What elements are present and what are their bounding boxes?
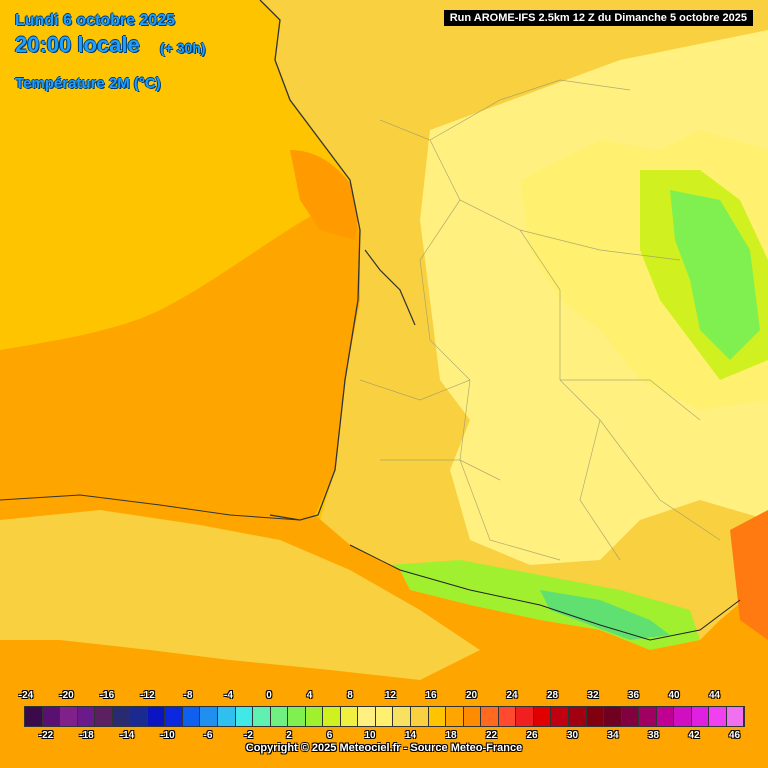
legend-swatch: [533, 707, 552, 726]
legend-swatch: [95, 707, 113, 726]
legend-swatch: [25, 707, 43, 726]
legend-tick-label: 38: [647, 730, 660, 741]
legend-tick-label: 28: [546, 690, 559, 701]
legend-swatch: [604, 707, 622, 726]
legend-tick-label: -20: [59, 690, 74, 701]
forecast-offset: (+ 30h): [160, 40, 206, 56]
legend-tick-label: -4: [224, 690, 233, 701]
legend-swatch: [358, 707, 376, 726]
legend-tick-label: -10: [160, 730, 175, 741]
legend-swatch: [305, 707, 324, 726]
legend-tick-label: 32: [587, 690, 599, 701]
legend-tick-label: 14: [404, 730, 417, 741]
spain-north-coastline: [0, 494, 301, 521]
spain-hot-southeast: [730, 510, 768, 640]
spain-mixed-zone: [0, 510, 480, 680]
legend-swatch: [463, 707, 482, 726]
legend-swatch: [709, 707, 727, 726]
legend-swatch: [270, 707, 289, 726]
legend-tick-label: 6: [326, 730, 333, 741]
forecast-time: 20:00 locale: [15, 32, 140, 57]
legend-swatch: [323, 707, 341, 726]
pyrenees-cold-peaks: [540, 590, 670, 640]
legend-tick-label: 20: [465, 690, 478, 701]
legend-tick-label: 34: [607, 730, 619, 741]
legend-swatch: [446, 707, 464, 726]
france-spain-border: [349, 544, 741, 641]
legend-swatch: [393, 707, 412, 726]
legend-tick-label: 18: [445, 730, 457, 741]
legend-tick-label: 10: [364, 730, 376, 741]
parameter-label: Température 2M (°C): [15, 75, 161, 92]
legend-tick-label: 2: [286, 730, 292, 741]
legend-tick-label: 8: [347, 690, 353, 701]
legend-swatch: [253, 707, 271, 726]
legend-tick-label: -16: [99, 690, 115, 701]
legend-tick-label: 44: [708, 690, 721, 701]
legend-tick-label: -18: [79, 730, 94, 741]
legend-tick-label: -2: [244, 730, 253, 741]
legend-swatch: [60, 707, 78, 726]
legend-swatch: [288, 707, 306, 726]
copyright-notice: Copyright © 2025 Meteociel.fr - Source M…: [245, 742, 523, 754]
gironde-estuary: [364, 249, 416, 326]
legend-swatch: [674, 707, 692, 726]
legend-swatch: [112, 707, 131, 726]
legend-tick-label: 26: [526, 730, 538, 741]
legend-swatch: [639, 707, 657, 726]
legend-tick-label: -14: [119, 730, 135, 741]
legend-tick-label: 30: [566, 730, 579, 741]
legend-swatch: [411, 707, 429, 726]
legend-swatch: [165, 707, 183, 726]
legend-swatch: [568, 707, 587, 726]
run-banner: Run AROME-IFS 2.5km 12 Z du Dimanche 5 o…: [443, 10, 753, 26]
legend-swatch: [656, 707, 675, 726]
legend-swatch: [516, 707, 534, 726]
ocean-warm-zone-north: [290, 150, 360, 240]
legend-swatch: [498, 707, 517, 726]
legend-swatch: [77, 707, 96, 726]
legend-colorbar: [24, 706, 746, 727]
legend-swatch: [130, 707, 148, 726]
legend-tick-label: 42: [688, 730, 700, 741]
legend-swatch: [375, 707, 394, 726]
legend-swatch: [340, 707, 359, 726]
legend-swatch: [691, 707, 710, 726]
legend-swatch: [551, 707, 569, 726]
legend-swatch: [182, 707, 201, 726]
legend-tick-label: -8: [183, 690, 193, 701]
legend-swatch: [726, 707, 745, 726]
ocean-warm-zone: [0, 200, 360, 520]
forecast-date: Lundi 6 octobre 2025: [15, 12, 176, 29]
legend-tick-label: 22: [485, 730, 498, 741]
atlantic-coastline: [259, 0, 361, 521]
legend-swatch: [200, 707, 219, 726]
legend-swatch: [586, 707, 605, 726]
legend-tick-label: -6: [203, 730, 213, 741]
land-cooler-east: [670, 190, 760, 360]
legend-tick-label: -22: [38, 730, 54, 741]
legend-tick-label: 36: [627, 690, 640, 701]
legend-swatch: [481, 707, 499, 726]
legend-swatch: [428, 707, 447, 726]
legend-tick-label: 4: [306, 690, 313, 701]
department-boundaries: [359, 79, 721, 561]
legend-swatch: [42, 707, 61, 726]
legend-swatch: [621, 707, 640, 726]
legend-swatch: [235, 707, 254, 726]
legend-swatch: [218, 707, 236, 726]
legend-tick-label: 40: [668, 690, 680, 701]
legend-tick-label: 24: [506, 690, 518, 701]
legend-tick-label: 16: [425, 690, 437, 701]
temperature-legend: -24 -20 -16 -12 -8 -4 0 4 8 12 16 20 24 28 32 36 40 44 -2…: [0, 688, 768, 768]
legend-tick-label: -12: [140, 690, 155, 701]
legend-tick-label: -24: [18, 690, 34, 701]
legend-swatch: [147, 707, 166, 726]
legend-tick-label: 0: [266, 690, 272, 701]
legend-tick-label: 12: [384, 690, 397, 701]
legend-tick-label: 46: [728, 730, 741, 741]
